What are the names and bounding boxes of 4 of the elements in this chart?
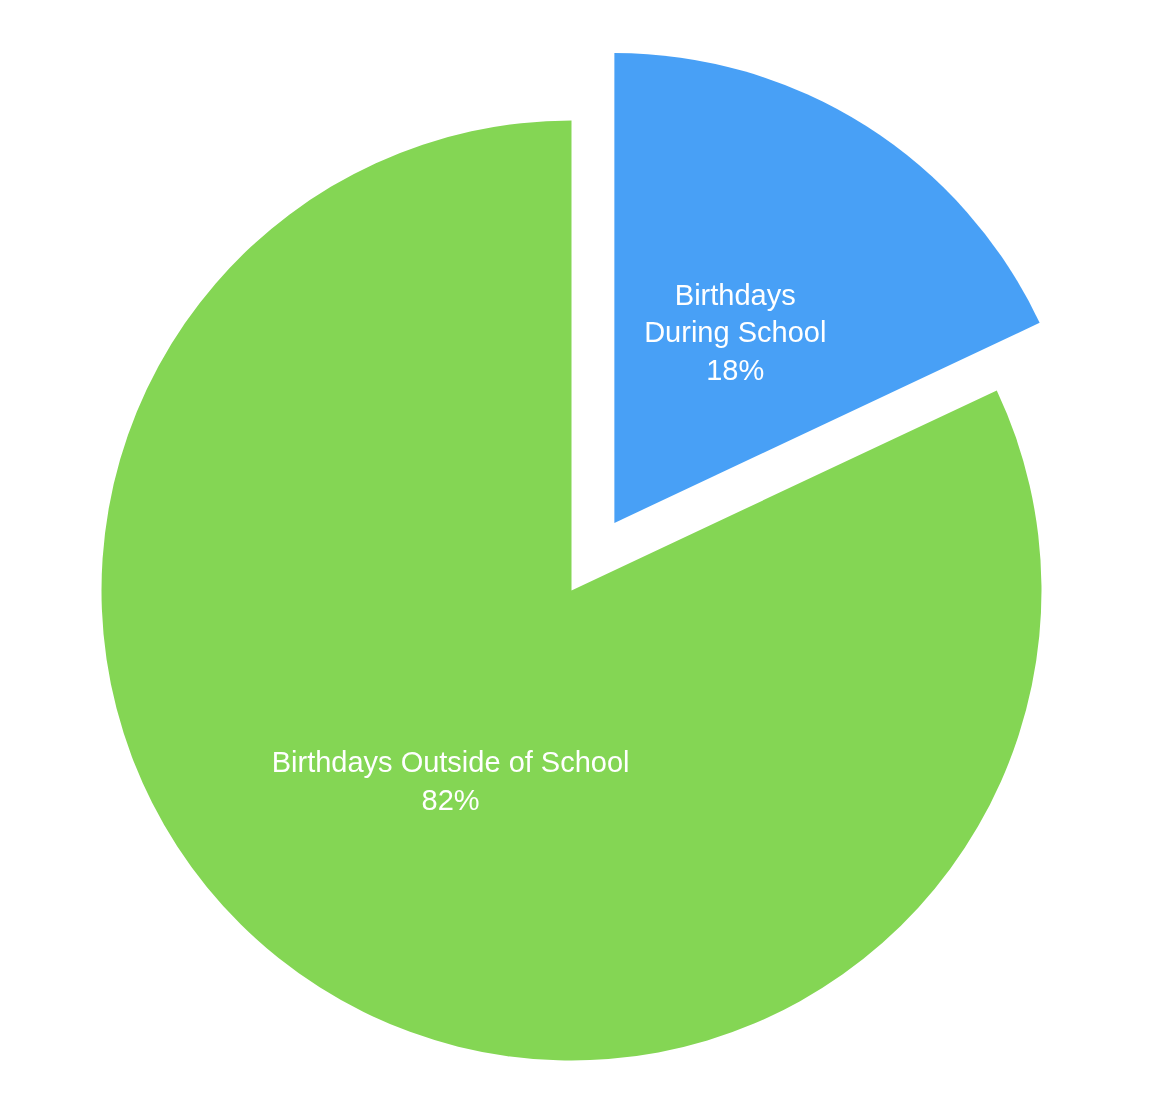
slice-label: Birthdays Outside of School <box>271 746 630 779</box>
data-label: 18% <box>706 353 765 386</box>
slice-label: Birthdays During School <box>644 279 827 349</box>
data-label: 82% <box>421 783 480 816</box>
